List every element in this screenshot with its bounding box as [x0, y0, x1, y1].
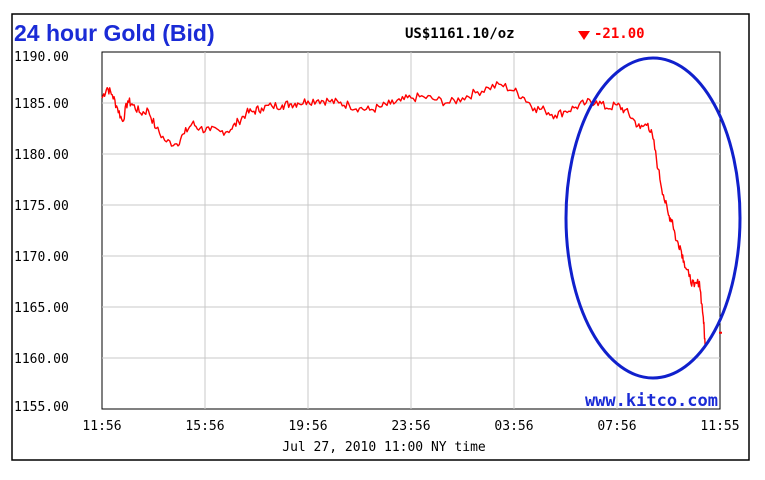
y-tick-label: 1185.00	[14, 97, 69, 112]
y-tick-label: 1175.00	[14, 199, 69, 214]
price-change: -21.00	[594, 26, 645, 42]
y-tick-label: 1190.00	[14, 50, 69, 65]
x-tick-label: 23:56	[391, 419, 430, 434]
series-line	[101, 81, 706, 345]
outer-frame	[11, 13, 750, 461]
y-tick-label: 1155.00	[14, 400, 69, 415]
y-tick-label: 1180.00	[14, 148, 69, 163]
y-tick-label: 1165.00	[14, 301, 69, 316]
down-triangle-icon	[578, 31, 590, 40]
x-tick-label: 11:56	[82, 419, 121, 434]
x-axis-ticks: 11:56 15:56 19:56 23:56 03:56 07:56 11:55	[82, 419, 739, 434]
chart-title: 24 hour Gold (Bid)	[14, 20, 215, 46]
grid	[102, 52, 720, 409]
series-layer	[101, 81, 722, 345]
x-axis-label: Jul 27, 2010 11:00 NY time	[282, 440, 486, 455]
x-tick-label: 07:56	[597, 419, 636, 434]
y-axis-ticks: 1190.00 1185.00 1180.00 1175.00 1170.00 1165.…	[14, 50, 69, 415]
x-tick-label: 15:56	[185, 419, 224, 434]
annotation-ellipse	[564, 56, 742, 380]
y-tick-label: 1160.00	[14, 352, 69, 367]
x-tick-label: 11:55	[700, 419, 739, 434]
watermark: www.kitco.com	[585, 391, 718, 411]
x-tick-label: 19:56	[288, 419, 327, 434]
price-readout: US$1161.10/oz	[405, 26, 515, 42]
x-tick-label: 03:56	[494, 419, 533, 434]
y-tick-label: 1170.00	[14, 250, 69, 265]
